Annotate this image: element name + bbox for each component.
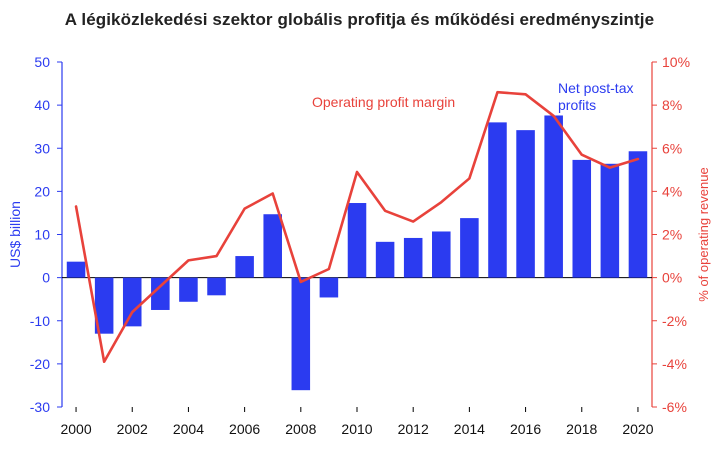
x-tick-label: 2016 xyxy=(510,421,541,437)
bar-2009 xyxy=(319,277,339,298)
x-tick-label: 2008 xyxy=(285,421,316,437)
bar-2012 xyxy=(403,237,423,278)
right-tick-label: 10% xyxy=(662,54,690,70)
chart-labels: US$ billion % of operating revenue Operati… xyxy=(7,80,711,302)
left-tick-label: 0 xyxy=(42,270,50,286)
bar-2006 xyxy=(235,256,254,278)
right-axis-title: % of operating revenue xyxy=(696,167,711,301)
net-profits-annotation-line1: Net post-tax xyxy=(558,80,633,96)
right-tick-label: 4% xyxy=(662,183,682,199)
bar-2013 xyxy=(432,231,451,278)
bar-2002 xyxy=(122,277,142,327)
bar-2017 xyxy=(544,115,563,278)
x-tick-label: 2006 xyxy=(229,421,260,437)
left-tick-label: -30 xyxy=(30,399,50,415)
right-tick-label: 0% xyxy=(662,270,682,286)
line-series xyxy=(74,90,640,364)
right-tick-label: 8% xyxy=(662,97,682,113)
right-tick-label: -6% xyxy=(662,399,687,415)
left-tick-label: -20 xyxy=(30,356,50,372)
left-tick-label: 30 xyxy=(34,140,50,156)
right-tick-label: 2% xyxy=(662,227,682,243)
x-tick-label: 2012 xyxy=(398,421,429,437)
chart-title: A légiközlekedési szektor globális profi… xyxy=(64,10,655,29)
left-tick-label: 10 xyxy=(34,227,50,243)
bar-2018 xyxy=(572,159,592,278)
bar-2000 xyxy=(66,261,86,278)
x-tick-label: 2004 xyxy=(173,421,204,437)
operating-margin-line xyxy=(74,90,640,364)
left-tick-label: 50 xyxy=(34,54,50,70)
left-tick-label: -10 xyxy=(30,313,50,329)
bar-2015 xyxy=(488,122,507,278)
bar-2010 xyxy=(347,203,367,278)
x-tick-label: 2010 xyxy=(341,421,372,437)
bar-series xyxy=(66,115,648,391)
bar-2016 xyxy=(516,130,535,278)
bar-2008 xyxy=(291,277,311,391)
bar-2014 xyxy=(460,218,479,278)
operating-margin-annotation: Operating profit margin xyxy=(312,94,455,110)
bar-2003 xyxy=(151,277,170,310)
bar-2011 xyxy=(375,241,395,278)
x-tick-label: 2002 xyxy=(117,421,148,437)
bar-2020 xyxy=(628,151,648,278)
bar-2007 xyxy=(263,214,282,278)
right-tick-label: -2% xyxy=(662,313,687,329)
axes: 50403020100-10-20-3010%8%6%4%2%0%-2%-4%-… xyxy=(30,54,690,437)
bar-2005 xyxy=(207,277,226,296)
x-tick-label: 2000 xyxy=(60,421,91,437)
left-tick-label: 40 xyxy=(34,97,50,113)
x-tick-label: 2020 xyxy=(622,421,653,437)
bar-2001 xyxy=(94,277,114,334)
bar-2019 xyxy=(600,163,620,278)
left-axis-title: US$ billion xyxy=(7,201,23,268)
x-tick-label: 2018 xyxy=(566,421,597,437)
x-tick-label: 2014 xyxy=(454,421,485,437)
left-tick-label: 20 xyxy=(34,183,50,199)
right-tick-label: 6% xyxy=(662,140,682,156)
right-tick-label: -4% xyxy=(662,356,687,372)
net-profits-annotation-line2: profits xyxy=(558,97,596,113)
bar-2004 xyxy=(179,277,198,302)
